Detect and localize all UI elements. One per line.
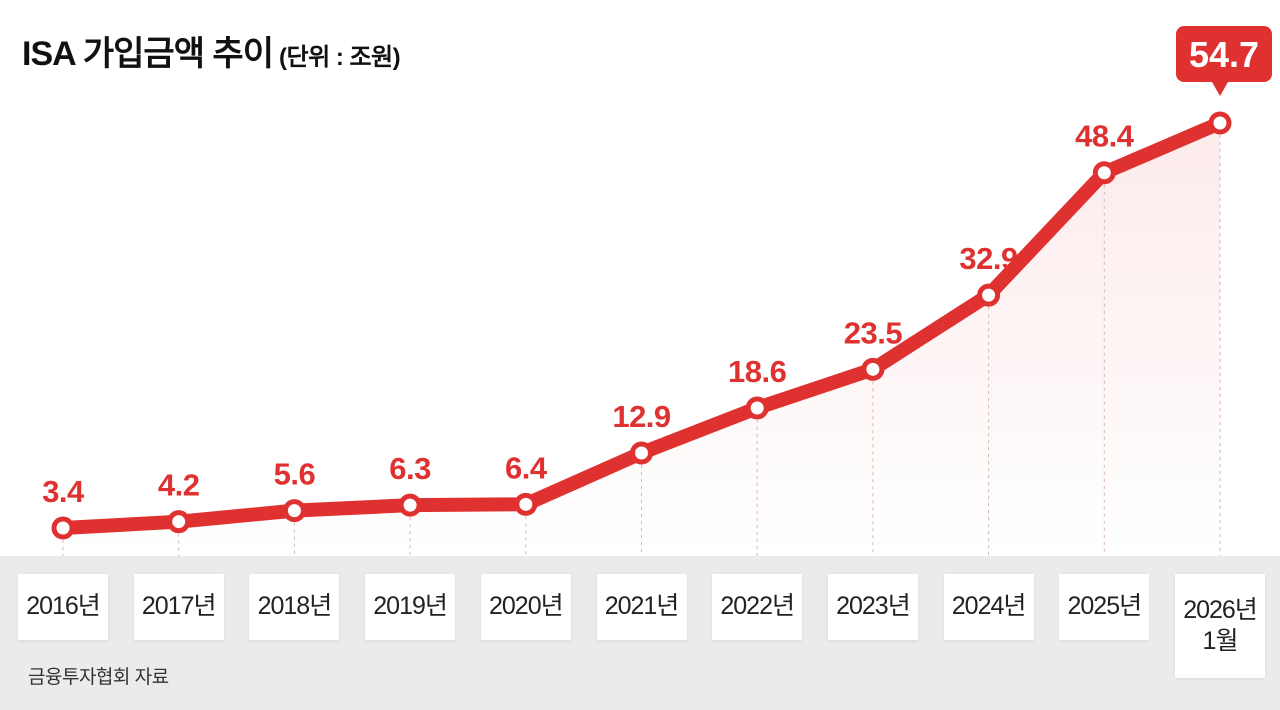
data-point	[398, 493, 422, 517]
unit-label: (단위 : 조원)	[279, 44, 401, 71]
value-label: 5.6	[274, 457, 316, 492]
value-label: 12.9	[612, 399, 671, 434]
data-point	[282, 499, 306, 523]
data-point	[1092, 161, 1116, 185]
data-point	[167, 510, 191, 534]
data-point	[1208, 111, 1232, 135]
data-point	[745, 396, 769, 420]
category-label: 2019년	[365, 574, 456, 640]
category-label: 2021년	[596, 574, 687, 640]
value-label: 4.2	[158, 468, 200, 503]
data-point	[514, 492, 538, 516]
value-label: 23.5	[844, 315, 903, 350]
data-point	[977, 283, 1001, 307]
area-fill	[63, 123, 1220, 556]
category-label: 2020년	[480, 574, 571, 640]
data-point	[630, 441, 653, 465]
category-label: 2024년	[943, 574, 1034, 640]
value-label: 32.9	[959, 241, 1018, 276]
category-label: 2025년	[1059, 574, 1150, 640]
value-label: 18.6	[728, 354, 787, 389]
data-point	[861, 357, 885, 381]
value-label: 3.4	[42, 474, 85, 509]
category-label: 2026년 1월	[1175, 574, 1265, 678]
category-label: 2022년	[712, 574, 803, 640]
chart-title: ISA 가입금액 추이 (단위 : 조원)	[22, 26, 401, 75]
value-label: 6.4	[505, 450, 548, 485]
category-label: 2018년	[249, 574, 340, 640]
source-note: 금융투자협회 자료	[28, 667, 169, 688]
value-label: 48.4	[1075, 119, 1135, 154]
category-label: 2023년	[827, 574, 918, 640]
value-label-highlight: 54.7	[1189, 34, 1259, 75]
category-label: 2017년	[133, 574, 224, 640]
data-point	[51, 516, 75, 540]
chart-title-text: ISA 가입금액 추이	[22, 35, 274, 73]
category-label: 2016년	[18, 574, 108, 640]
highlight-pointer	[1212, 82, 1228, 96]
highlight-box	[1176, 26, 1272, 82]
value-label: 6.3	[389, 451, 431, 486]
